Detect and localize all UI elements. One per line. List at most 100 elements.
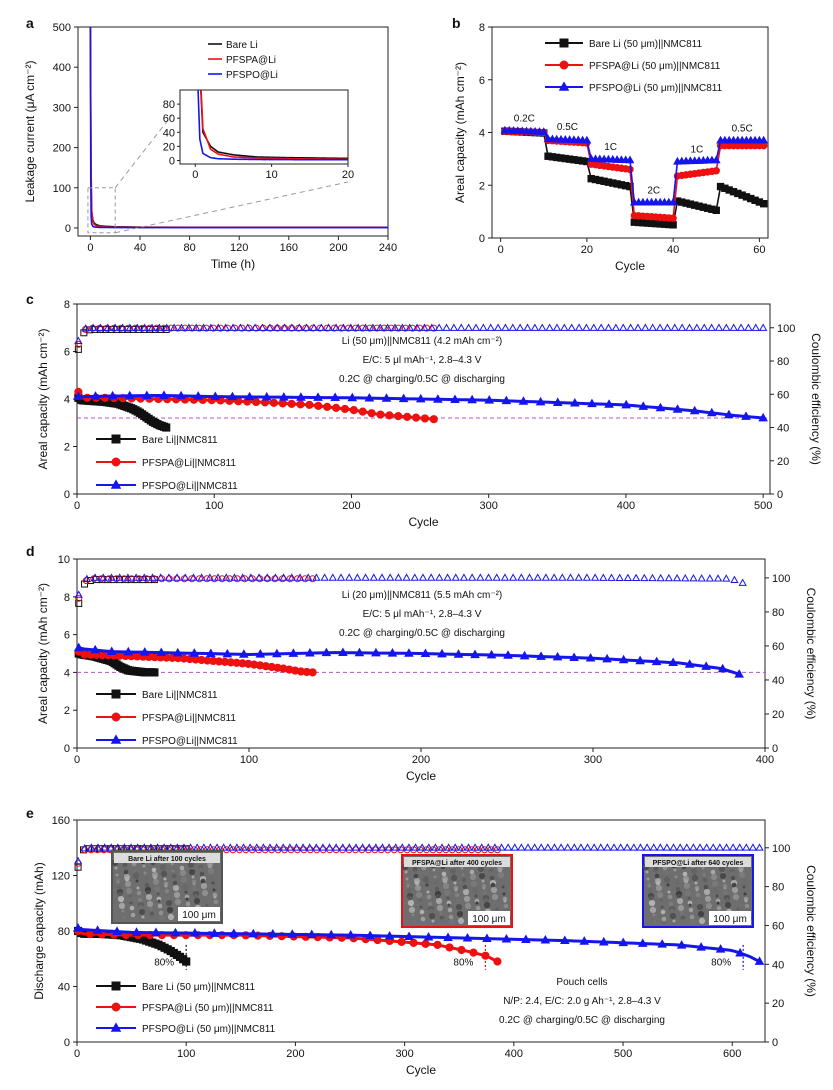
panel-b-y-tick-label: 0 [479,233,485,245]
panel-e-sem-texture [669,908,675,914]
panel-e-sem-image: PFSPO@Li after 640 cycles 100 μm [642,854,754,928]
panel-e-sem-texture [158,914,166,922]
panel-c-y2-tick-label: 60 [777,389,789,401]
panel-c-ce-point [376,323,385,331]
panel-e-sem-texture [705,902,713,910]
panel-c-ce-point [195,324,203,332]
panel-e-sem-texture [411,913,415,917]
panel-d-ce-point [492,573,501,581]
panel-c-ce-point [545,323,554,331]
panel-e-ce-point [702,843,711,851]
panel-b-data-point [712,167,720,175]
panel-c-ce-point [486,323,495,331]
panel-c-ce-point [206,323,216,331]
panel-e-sem-texture [427,901,433,907]
panel-e-data-point [754,956,765,965]
panel-letter-e: e [26,805,34,821]
panel-b-x-tick-label: 0 [498,244,504,256]
panel-e-data-point [521,934,531,944]
panel-e-sem-texture [703,888,711,896]
panel-e-sem-texture [491,893,499,901]
panel-e-ce-point [252,843,261,851]
panel-c-data-point [518,396,529,405]
panel-e-sem-texture [428,908,434,914]
panel-e-sem-texture [647,884,651,888]
panel-d-ce-point [410,573,419,581]
panel-e-sem-texture [457,917,465,925]
panel-c-ce-point [354,323,363,331]
panel-d-x-tick-label: 0 [74,754,80,766]
panel-d-ce-point [738,578,747,586]
panel-e-sem-scale-label: 100 μm [182,910,216,921]
panel-e-sem-texture [660,905,664,909]
panel-c-legend-label: PFSPO@Li||NMC811 [142,481,238,492]
panel-d-ce-point [75,599,83,607]
panel-c-ce-point [405,323,414,331]
panel-d-x-tick-label: 100 [240,754,258,766]
panel-d-ce-point [713,574,723,582]
panel-e-sem-texture [730,875,736,881]
panel-c-ce-point [390,323,400,331]
panel-e-sem-texture [676,893,682,899]
panel-c-y2-tick-label: 40 [777,423,789,435]
panel-d-ce-point [427,573,436,581]
panel-e-retention-label: 80% [711,958,731,969]
panel-e-sem-texture [495,907,499,911]
panel-c-y2-axis-label: Coulombic efficiency (%) [809,333,823,465]
panel-d-ce-point [115,573,124,581]
panel-e-sem-texture [732,893,740,901]
panel-e-sem-texture [200,882,208,890]
panel-d-x-tick-label: 300 [584,754,602,766]
panel-e-sem-texture [648,895,654,901]
panel-e-sem-texture [199,871,205,877]
panel-e-sem-texture [153,885,161,893]
panel-a-inset-y-tick-label: 0 [169,155,175,167]
panel-e-sem-texture [675,886,681,892]
panel-e-legend-label: PFSPA@Li (50 μm)||NMC811 [142,1003,274,1014]
panel-e-data-point [696,942,706,951]
panel-d-ce-point [279,573,288,581]
panel-c-ce-point [167,324,175,332]
panel-c-y-tick-label: 4 [64,394,70,406]
panel-b-legend-marker [558,81,570,91]
panel-d-data-point [420,648,431,657]
panel-b-data-point [759,200,768,208]
panel-a-y-tick-label: 0 [65,223,71,235]
panel-e-sem-texture [426,890,430,894]
panel-e-sem-texture [710,869,716,875]
panel-e-sem-texture [149,907,153,911]
panel-c-data-point [672,404,683,413]
panel-e-sem-texture [731,882,737,888]
panel-d-data-point [404,648,414,657]
panel-e-x-tick-label: 400 [505,1048,523,1060]
panel-e-data-point [481,951,490,960]
panel-c-data-point [193,391,204,400]
panel-e-sem-texture [205,903,209,907]
panel-e-sem-texture [683,878,689,884]
panel-c-data-point [124,390,135,400]
panel-d-ce-point [97,575,105,583]
panel-e-sem-caption-bg [114,853,220,863]
panel-e-sem-texture [213,899,219,905]
panel-letter-c: c [26,291,34,307]
panel-e-x-tick-label: 100 [177,1048,195,1060]
panel-e-ce-point [100,843,109,851]
panel-e-sem-texture [185,897,189,901]
panel-e-sem-texture [668,901,674,907]
panel-e-sem-texture [739,878,747,886]
panel-e-sem-texture [655,880,661,886]
panel-a-legend-label: Bare Li [226,40,258,51]
panel-e-sem-texture [144,882,150,888]
panel-e-sem-texture [497,871,505,879]
panel-e-sem-texture [502,892,506,896]
panel-e-ce-point [398,843,407,851]
panel-e-y2-tick-label: 100 [772,843,790,855]
panel-e-ce-point [424,843,433,851]
panel-e-sem-texture [171,869,175,873]
panel-e-sem-texture [160,870,168,878]
panel-d-data-point [371,647,381,657]
panel-e-sem-texture [170,862,174,866]
panel-c-ce-point [118,323,127,331]
panel-e-sem-texture [426,894,432,900]
